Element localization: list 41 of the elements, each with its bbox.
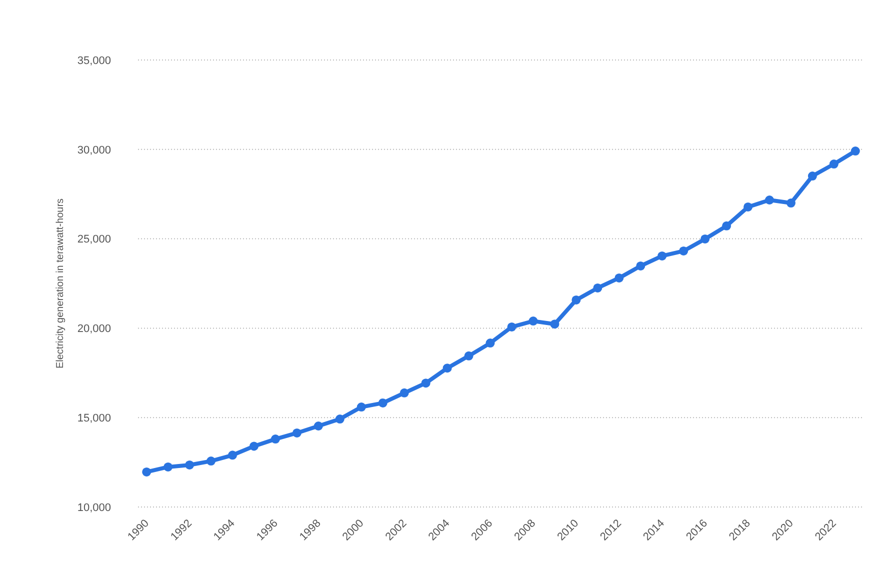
point: [464, 351, 474, 360]
y-tick-label: 35,000: [77, 54, 111, 67]
point: [335, 414, 344, 424]
point: [808, 172, 817, 181]
point: [636, 261, 646, 270]
point: [786, 198, 796, 208]
point: [850, 146, 860, 156]
point: [270, 434, 280, 444]
point: [764, 196, 774, 204]
point: [658, 251, 667, 260]
point: [593, 283, 602, 292]
point: [249, 442, 258, 451]
y-axis-title: Electricity generation in terawatt-hours: [55, 198, 66, 369]
point: [744, 202, 753, 212]
point: [442, 364, 452, 373]
point: [142, 467, 152, 476]
point: [314, 422, 323, 431]
point: [679, 246, 688, 256]
y-tick-label: 15,000: [77, 412, 111, 424]
point: [228, 450, 238, 460]
point: [356, 402, 366, 412]
point: [507, 322, 516, 332]
point: [378, 398, 388, 408]
y-tick-label: 20,000: [77, 323, 111, 336]
point: [164, 462, 173, 472]
point: [486, 338, 495, 348]
point: [614, 273, 624, 282]
point: [400, 388, 409, 398]
point: [700, 234, 710, 244]
point: [550, 320, 560, 329]
point: [185, 460, 194, 470]
y-tick-label: 25,000: [77, 234, 111, 246]
point: [572, 295, 581, 304]
point: [421, 378, 430, 388]
point: [829, 160, 838, 169]
point: [528, 316, 538, 326]
point: [206, 456, 216, 466]
point: [722, 221, 732, 230]
y-tick-label: 30,000: [77, 144, 111, 156]
point: [292, 428, 302, 438]
y-tick-label: 10,000: [77, 502, 111, 514]
